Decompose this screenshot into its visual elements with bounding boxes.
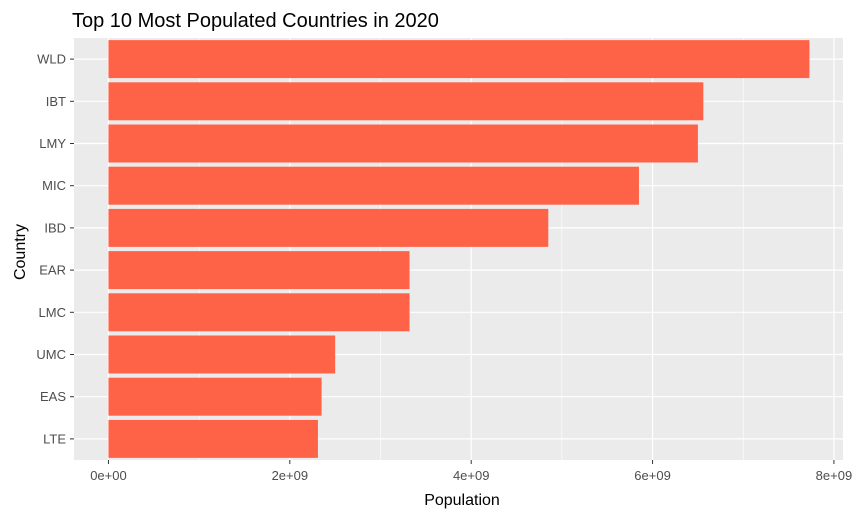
x-tick-label: 2e+09: [272, 468, 309, 483]
x-axis-ticks: 0e+00 2e+09 4e+09 6e+09 8e+09: [90, 460, 852, 483]
bar-mic: [108, 166, 639, 205]
bar-wld: [108, 40, 810, 79]
y-tick-label: WLD: [37, 52, 66, 67]
bar-lte: [108, 419, 318, 458]
chart-title: Top 10 Most Populated Countries in 2020: [72, 10, 439, 32]
x-axis-title: Population: [424, 492, 500, 509]
y-tick-label: EAR: [39, 263, 66, 278]
bar-ear: [108, 251, 410, 290]
y-tick-label: EAS: [40, 389, 66, 404]
x-tick-label: 8e+09: [816, 468, 853, 483]
x-tick-label: 4e+09: [453, 468, 490, 483]
y-tick-label: IBD: [44, 220, 66, 235]
bar-lmy: [108, 124, 698, 163]
y-tick-label: IBT: [46, 94, 66, 109]
y-tick-label: LMC: [39, 305, 66, 320]
y-tick-label: MIC: [42, 178, 66, 193]
y-axis-title: Country: [12, 224, 29, 280]
bars: [108, 40, 810, 458]
y-tick-label: LTE: [43, 431, 66, 446]
y-tick-label: UMC: [36, 347, 66, 362]
bar-ibt: [108, 82, 704, 121]
bar-umc: [108, 335, 336, 374]
bar-eas: [108, 377, 322, 416]
y-axis-ticks: WLD IBT LMY MIC IBD EAR LMC UMC EAS LTE: [36, 52, 74, 446]
bar-lmc: [108, 293, 410, 332]
x-tick-label: 0e+00: [90, 468, 127, 483]
y-tick-label: LMY: [39, 136, 66, 151]
bar-ibd: [108, 208, 549, 247]
x-tick-label: 6e+09: [634, 468, 671, 483]
